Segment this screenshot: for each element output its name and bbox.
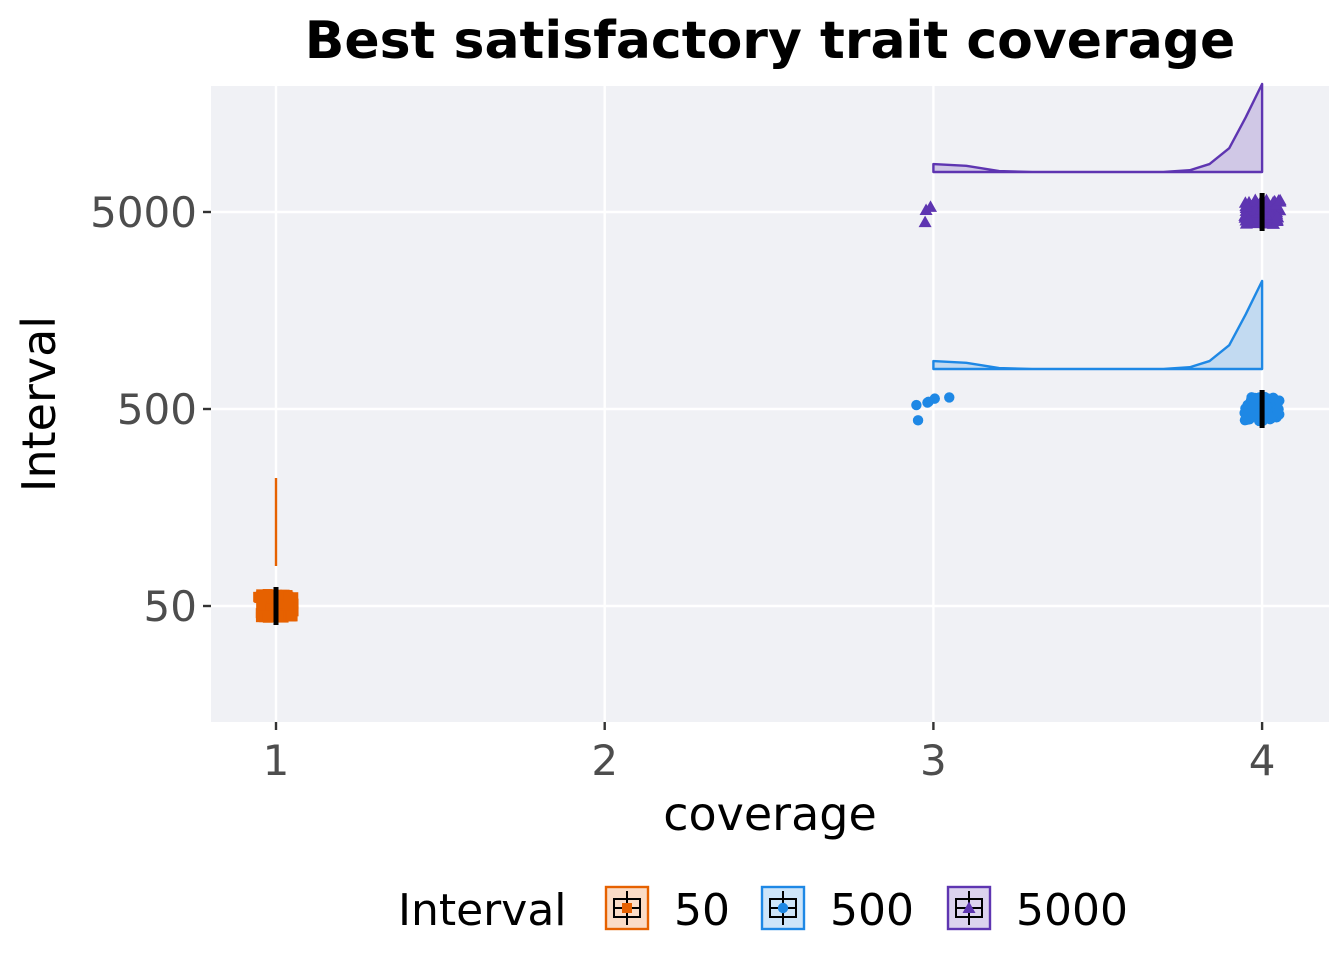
data-point <box>912 415 924 426</box>
data-point <box>919 203 933 215</box>
data-point <box>265 603 276 614</box>
density-cloud <box>932 279 1264 371</box>
data-point <box>273 610 284 621</box>
data-point <box>622 903 632 913</box>
series-500 <box>911 279 1285 428</box>
legend-item-5000: 5000 <box>946 885 1128 936</box>
data-point <box>1239 199 1253 212</box>
x-tick-label: 3 <box>920 736 947 785</box>
data-point <box>283 600 294 611</box>
legend-label: 50 <box>674 885 730 936</box>
legend-item-500: 500 <box>760 885 914 936</box>
legend: Interval 50 500 5000 <box>398 885 1128 936</box>
data-point <box>1273 193 1287 206</box>
x-tick-label: 4 <box>1249 736 1276 785</box>
data-point <box>777 902 789 914</box>
data-point <box>918 215 932 228</box>
data-point <box>257 590 268 601</box>
data-point <box>288 598 299 609</box>
data-point <box>286 611 297 622</box>
x-tick-label: 1 <box>263 736 290 785</box>
legend-label: 5000 <box>1016 885 1128 936</box>
data-marks <box>253 82 1287 625</box>
data-point <box>283 591 294 602</box>
data-point <box>911 399 922 411</box>
data-point <box>1239 414 1251 426</box>
x-tick-label: 2 <box>591 736 618 785</box>
series-5000 <box>918 82 1287 231</box>
data-point <box>962 901 976 913</box>
density-cloud <box>932 82 1264 174</box>
chart-title: Best satisfactory trait coverage <box>305 11 1236 71</box>
y-axis-title: Interval <box>12 316 66 492</box>
data-point <box>276 589 287 600</box>
x-axis-title: coverage <box>663 787 877 841</box>
series-50 <box>253 478 299 625</box>
y-tick-label: 500 <box>117 385 197 434</box>
data-point <box>262 610 273 621</box>
data-point <box>1272 406 1284 418</box>
data-point <box>929 393 940 404</box>
data-point <box>944 392 955 403</box>
axes: 1 2 3 4 50 500 5000 <box>90 188 1275 785</box>
data-point <box>1273 395 1285 406</box>
grid-lines <box>211 86 1329 722</box>
data-point <box>275 598 286 609</box>
legend-item-50: 50 <box>604 885 730 936</box>
y-tick-label: 5000 <box>90 188 197 237</box>
data-point <box>1241 212 1255 225</box>
plot-panel <box>211 86 1329 722</box>
legend-title: Interval <box>398 885 567 936</box>
data-point <box>1270 210 1284 223</box>
data-point <box>256 600 267 611</box>
y-tick-label: 50 <box>144 582 197 631</box>
legend-label: 500 <box>830 885 914 936</box>
